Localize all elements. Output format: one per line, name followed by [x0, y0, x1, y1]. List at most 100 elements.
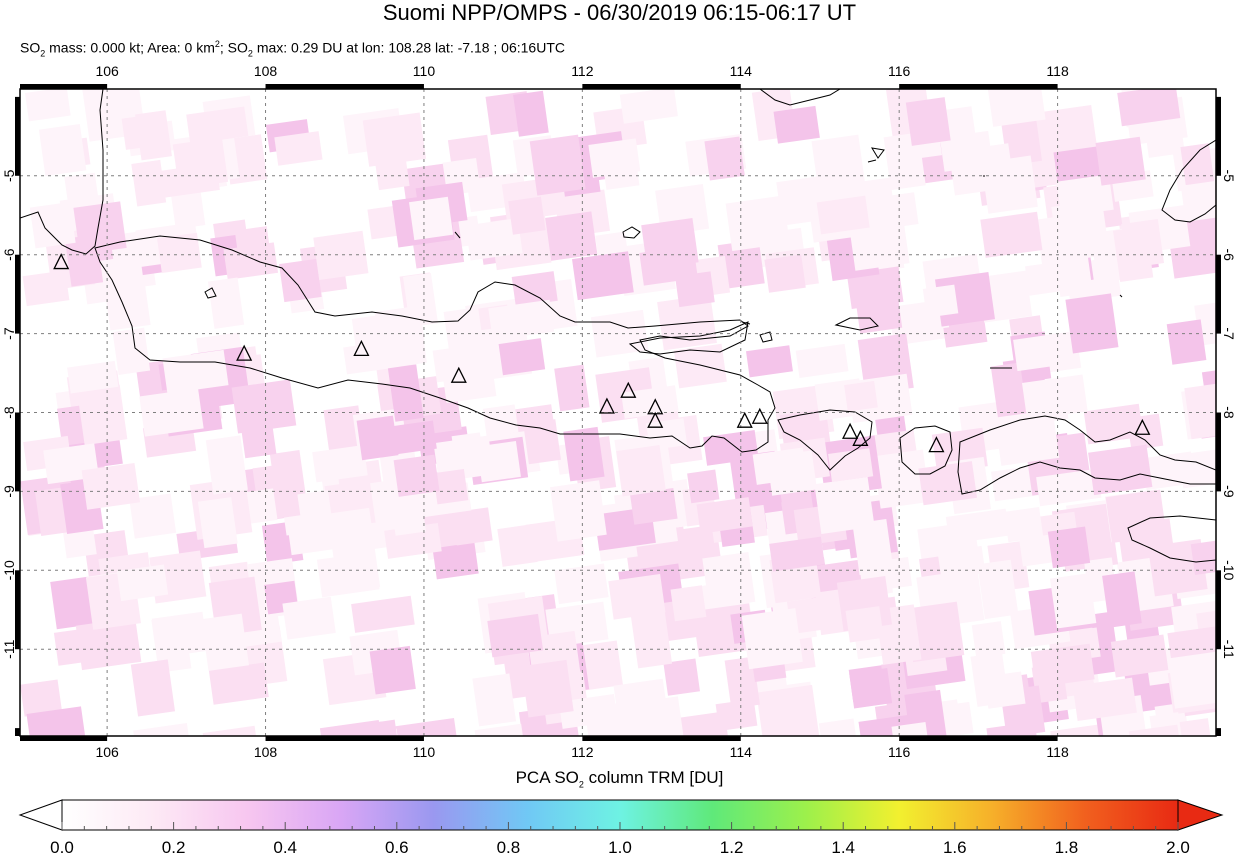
sulawesi-coastline	[1161, 139, 1216, 223]
so2-pixel	[845, 606, 884, 643]
so2-pixel	[529, 134, 586, 196]
so2-pixel	[741, 608, 803, 670]
so2-pixel	[945, 508, 1010, 544]
lat-label-right: -6	[1221, 248, 1237, 261]
border-segment	[1216, 96, 1221, 176]
so2-pixel	[20, 679, 63, 717]
so2-pixel	[1049, 573, 1097, 629]
so2-pixel	[1176, 718, 1215, 736]
so2-pixel	[554, 563, 609, 605]
so2-pixel	[197, 497, 238, 549]
map-border-ticks	[15, 84, 1221, 741]
so2-pixel	[231, 379, 297, 434]
sapudi-islets	[867, 147, 1123, 369]
so2-pixel	[572, 251, 634, 301]
so2-pixel	[130, 659, 176, 717]
lon-label-top: 116	[888, 63, 911, 79]
border-segment	[1216, 570, 1221, 650]
so2-pixel	[205, 435, 248, 495]
so2-pixel	[549, 480, 607, 542]
volcano-marker	[53, 253, 70, 270]
so2-pixel	[393, 454, 440, 497]
so2-pixel	[1121, 218, 1165, 269]
so2-pixel	[616, 445, 666, 497]
colorbar-tick-label: 0.8	[497, 838, 521, 855]
colorbar-tick-label: 2.0	[1166, 838, 1190, 855]
so2-pixel	[116, 564, 169, 602]
so2-pixel	[666, 711, 730, 736]
border-segment	[1216, 728, 1221, 736]
so2-pixel	[818, 718, 858, 736]
so2-pixel	[202, 725, 260, 736]
lat-label-left: -5	[1, 169, 17, 182]
so2-pixel	[675, 271, 715, 308]
border-segment	[265, 736, 424, 741]
colorbar-tick-label: 1.2	[720, 838, 744, 855]
so2-pixel	[746, 345, 793, 378]
volcano-marker	[928, 436, 945, 453]
so2-pixel	[725, 195, 790, 252]
so2-pixel	[1004, 507, 1044, 543]
so2-pixel	[608, 574, 666, 620]
sumba-coastline	[1127, 515, 1216, 563]
so2-pixel	[702, 552, 756, 609]
so2-pixel	[980, 211, 1043, 258]
border-segment	[265, 84, 424, 89]
so2-pixel	[588, 138, 641, 178]
colorbar-tick-label: 0.6	[385, 838, 409, 855]
volcano-marker	[450, 366, 467, 383]
so2-pixel	[511, 271, 558, 307]
lat-label-right: -5	[1221, 170, 1237, 183]
border-segment	[15, 96, 20, 176]
border-segment	[582, 84, 741, 89]
map-subtitle: SO2 mass: 0.000 kt; Area: 0 km2; SO2 max…	[20, 39, 565, 59]
so2-pixel	[241, 427, 277, 459]
lon-label-bottom: 116	[888, 744, 911, 760]
colorbar-tick-label: 1.6	[943, 838, 967, 855]
so2-pixel	[1088, 444, 1153, 496]
so2-pixel	[472, 673, 517, 727]
sumbawa-coastline	[957, 415, 1216, 495]
so2-pixel	[590, 309, 649, 358]
lat-label-right: -9	[1221, 485, 1237, 498]
so2-pixel	[81, 462, 141, 510]
so2-pixel	[498, 338, 546, 376]
so2-pixel	[1022, 374, 1088, 420]
so2-pixel	[162, 349, 229, 394]
so2-pixel	[476, 441, 521, 483]
so2-pixel	[22, 270, 70, 307]
so2-pixel	[646, 418, 688, 451]
so2-pixel	[1190, 537, 1216, 575]
so2-pixel	[939, 701, 974, 736]
so2-pixel	[319, 720, 385, 736]
lon-label-bottom: 114	[730, 744, 753, 760]
so2-pixel	[465, 218, 523, 261]
so2-pixel	[816, 195, 870, 235]
so2-pixel	[983, 671, 1026, 709]
so2-pixel	[990, 362, 1028, 418]
border-segment	[899, 84, 1058, 89]
border-segment	[15, 728, 20, 736]
colorbar-tick-label: 0.0	[50, 838, 74, 855]
lon-label-bottom: 110	[413, 744, 436, 760]
kangean-coastline	[834, 317, 879, 331]
colorbar-tick-label: 0.2	[162, 838, 186, 855]
lat-label-right: -7	[1221, 327, 1237, 340]
so2-pixel	[1102, 571, 1142, 628]
so2-pixel	[1031, 663, 1068, 704]
so2-pixel	[918, 461, 978, 506]
so2-pixel	[172, 137, 229, 189]
so2-pixel	[387, 364, 424, 422]
so2-pixel	[381, 420, 437, 456]
colorbar-tick-label: 0.4	[273, 838, 297, 855]
so2-pixel	[858, 714, 920, 736]
so2-pixel	[1128, 724, 1182, 736]
so2-pixel	[971, 621, 1006, 658]
so2-pixel	[112, 327, 151, 375]
so2-pixel	[987, 89, 1046, 127]
border-segment	[15, 254, 20, 334]
so2-pixel	[201, 613, 249, 671]
so2-pixel	[844, 380, 878, 412]
karimunjawa-coastline	[204, 231, 461, 299]
